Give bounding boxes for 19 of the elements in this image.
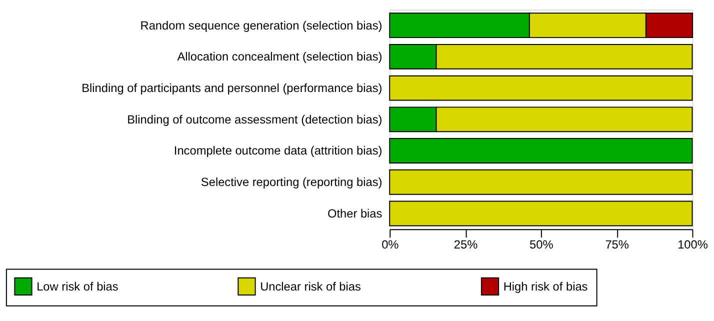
y-tick-label: Other bias [328,206,382,220]
y-tick-label: Selective reporting (reporting bias) [200,175,382,190]
y-tick-label: Blinding of participants and personnel (performance bias) [82,81,382,96]
y-tick-label: Random sequence generation (selection bias) [140,18,382,32]
legend-label: High risk of bias [503,279,588,294]
bar [389,169,693,195]
x-tick-label: 25% [454,237,478,252]
bar [389,75,693,101]
bar [389,200,693,226]
y-tick-label: Allocation concealment (selection bias) [177,50,382,64]
x-tick-label: 100% [678,237,708,252]
y-tick-label: Incomplete outcome data (attrition bias) [174,144,382,158]
bar [389,138,693,164]
legend-label: Low risk of bias [36,279,118,294]
y-tick-label: Blinding of outcome assessment (detection bias) [127,112,382,126]
x-tick-label: 75% [605,237,630,252]
x-tick-label: 0% [382,237,400,252]
legend-label: Unclear risk of bias [260,279,361,294]
x-tick-label: 50% [530,237,554,252]
